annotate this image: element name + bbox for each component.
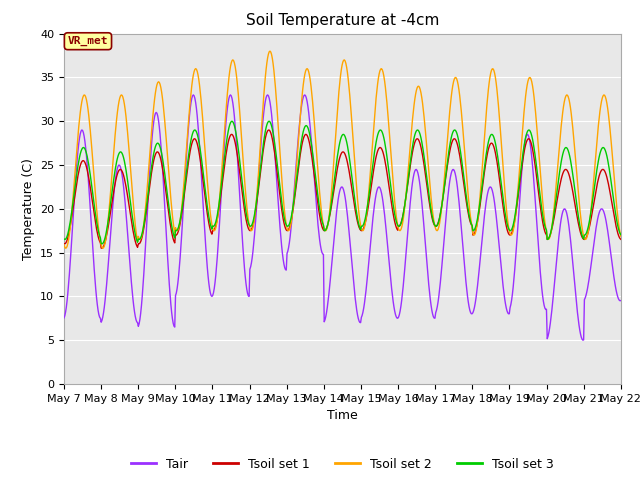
Legend: Tair, Tsoil set 1, Tsoil set 2, Tsoil set 3: Tair, Tsoil set 1, Tsoil set 2, Tsoil se… bbox=[126, 453, 559, 476]
X-axis label: Time: Time bbox=[327, 409, 358, 422]
Title: Soil Temperature at -4cm: Soil Temperature at -4cm bbox=[246, 13, 439, 28]
Text: VR_met: VR_met bbox=[68, 36, 108, 47]
Y-axis label: Temperature (C): Temperature (C) bbox=[22, 158, 35, 260]
